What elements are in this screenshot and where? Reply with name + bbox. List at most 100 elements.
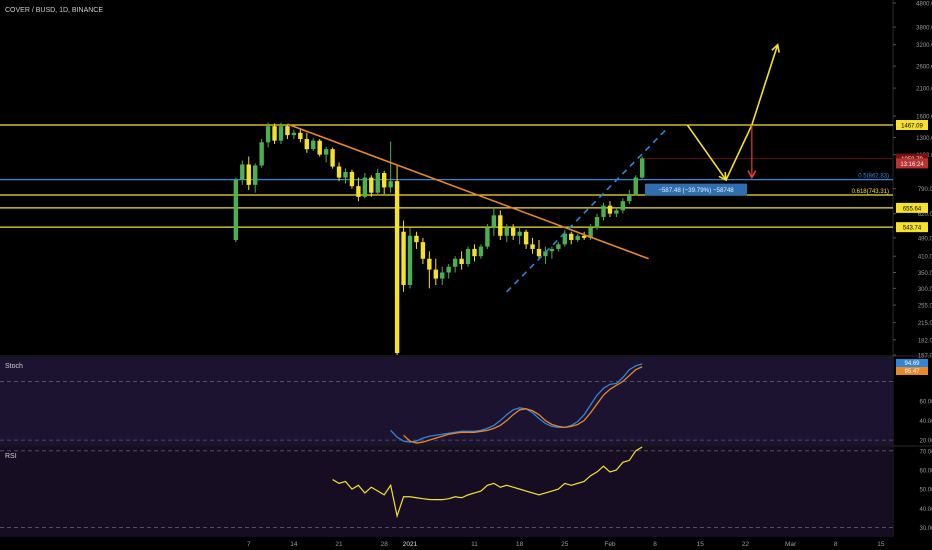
- candle-body: [240, 164, 245, 180]
- candle-body: [640, 158, 645, 178]
- fib-level-label: 0.5(862.83): [858, 174, 889, 180]
- measure-drop-arrowhead: [747, 170, 757, 180]
- time-tick-label[interactable]: 28: [381, 541, 389, 548]
- time-tick-label[interactable]: Feb: [604, 541, 616, 548]
- candle-body: [420, 242, 426, 259]
- candle-body: [517, 231, 522, 236]
- candle-body: [633, 177, 638, 195]
- time-tick-label[interactable]: 8: [653, 541, 657, 548]
- price-axis[interactable]: 4800.00 3800.00 3200.00 2600.00 2100.00 1600.…: [893, 2, 932, 360]
- candle-body: [349, 171, 355, 187]
- time-tick-label[interactable]: 8: [834, 541, 838, 548]
- candle-body: [323, 149, 329, 155]
- candle-body: [543, 251, 548, 257]
- candle-body: [504, 227, 509, 236]
- candle-body: [569, 233, 574, 240]
- price-tick-label[interactable]: 157.00: [918, 354, 932, 360]
- projection-path-down[interactable]: [686, 124, 727, 181]
- candle-body: [433, 269, 438, 279]
- candle-body: [375, 173, 380, 193]
- level-price-badge: [896, 119, 928, 130]
- price-tick-label[interactable]: 620.00: [918, 212, 932, 218]
- candle-body: [575, 235, 580, 240]
- time-tick-label[interactable]: Mar: [785, 541, 797, 548]
- candle-body: [588, 227, 593, 238]
- level-price-badge: [896, 202, 928, 213]
- candle-body: [472, 248, 477, 257]
- candle-body: [556, 244, 561, 249]
- time-tick-label[interactable]: 14: [290, 541, 298, 548]
- candles: [233, 122, 645, 355]
- stoch-badge: [896, 359, 928, 367]
- candle-body: [498, 215, 503, 236]
- candle-body: [607, 205, 613, 214]
- horizontal-levels[interactable]: 0.5(862.83) 0.618(743.31): [0, 124, 893, 228]
- stoch-tick-label: 60.00: [919, 400, 932, 406]
- candle-body: [382, 173, 387, 188]
- stoch-tick-label: 20.00: [919, 439, 932, 445]
- price-tick-label[interactable]: 3200.00: [916, 43, 932, 49]
- time-axis[interactable]: 7 14 21 28 2021 11 18 25 Feb 8 15 22 Mar 8 15: [247, 541, 885, 548]
- price-tick-label[interactable]: 4800.00: [916, 2, 932, 8]
- candle-body: [272, 126, 277, 141]
- time-tick-label[interactable]: 11: [471, 541, 478, 548]
- candle-body: [485, 227, 490, 247]
- symbol-title[interactable]: COVER / BUSD, 1D, BINANCE: [5, 7, 103, 14]
- price-tick-label[interactable]: 1600.00: [916, 115, 932, 121]
- candle-body: [491, 215, 497, 228]
- candle-body: [285, 126, 290, 136]
- candle-body: [536, 248, 542, 257]
- channel-dashed-line[interactable]: [506, 127, 669, 293]
- candle-body: [298, 132, 303, 140]
- candle-body: [440, 272, 445, 279]
- price-tick-label[interactable]: 410.00: [918, 255, 932, 261]
- drawings[interactable]: −587.48 (−39.79%) −58748: [287, 43, 780, 293]
- candle-body: [601, 205, 606, 218]
- price-tick-label[interactable]: 3800.00: [916, 26, 932, 32]
- stoch-line-D: [403, 366, 643, 444]
- price-tick-label[interactable]: 2100.00: [916, 87, 932, 93]
- candle-body: [562, 233, 567, 245]
- descending-trendline[interactable]: [287, 123, 649, 260]
- price-badge: [896, 158, 928, 169]
- time-tick-label[interactable]: 15: [877, 541, 885, 548]
- candle-body: [414, 235, 419, 243]
- price-badge-label: 13:16:24: [900, 162, 924, 168]
- rsi-tick-label: 40.00: [919, 507, 932, 513]
- candle-body: [311, 140, 316, 150]
- stoch-panel: 20.00 40.00 60.00 94.69 95.47: [0, 357, 932, 445]
- candle-body: [265, 126, 271, 143]
- time-tick-label[interactable]: 15: [697, 541, 705, 548]
- projection-path-bounce: [725, 124, 753, 181]
- price-tick-label[interactable]: 2600.00: [916, 65, 932, 71]
- candle-body: [581, 235, 587, 238]
- time-tick-label[interactable]: 2021: [403, 541, 418, 548]
- price-tick-label[interactable]: 215.00: [918, 321, 932, 327]
- stoch-badge-label: 94.69: [904, 361, 920, 367]
- time-tick-label[interactable]: 18: [516, 541, 524, 548]
- candle-body: [530, 244, 535, 249]
- time-tick-label[interactable]: 25: [561, 541, 569, 548]
- time-tick-label[interactable]: 7: [247, 541, 251, 548]
- fib-level-label: 0.618(743.31): [852, 189, 889, 195]
- time-tick-label[interactable]: 22: [742, 541, 750, 548]
- price-tick-label[interactable]: 490.00: [918, 236, 932, 242]
- candle-body: [407, 235, 413, 285]
- time-tick-label[interactable]: 21: [335, 541, 343, 548]
- candle-body: [259, 142, 264, 166]
- price-tick-label[interactable]: 350.00: [918, 271, 932, 277]
- candle-body: [523, 231, 529, 245]
- price-tick-label[interactable]: 300.00: [918, 287, 932, 293]
- price-tick-label[interactable]: 255.00: [918, 304, 932, 310]
- level-price-badge: [896, 222, 928, 233]
- price-tick-label[interactable]: 790.00: [918, 187, 932, 193]
- candle-body: [446, 266, 451, 273]
- candle-body: [620, 201, 626, 211]
- projection-arrowhead-up: [771, 43, 780, 53]
- candle-body: [291, 132, 297, 136]
- rsi-tick-label: 60.00: [919, 468, 932, 474]
- projection-path-up[interactable]: [751, 44, 779, 126]
- price-tick-label[interactable]: 1300.00: [916, 136, 932, 142]
- price-tick-label[interactable]: 182.00: [918, 338, 932, 344]
